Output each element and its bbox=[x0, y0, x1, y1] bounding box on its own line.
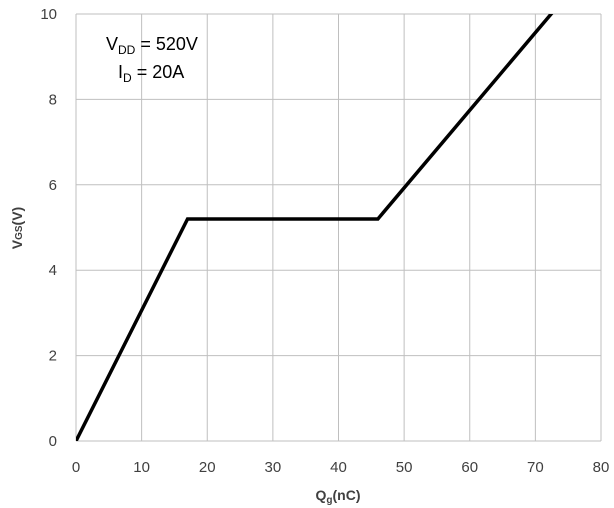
y-tick-labels: 0 2 4 6 8 10 bbox=[40, 6, 57, 450]
y-tick-label: 0 bbox=[49, 433, 57, 450]
x-tick-labels: 0 10 20 30 40 50 60 70 80 bbox=[72, 459, 610, 476]
y-tick-label: 10 bbox=[40, 6, 57, 23]
y-tick-label: 2 bbox=[49, 348, 57, 365]
x-tick-label: 50 bbox=[396, 459, 413, 476]
x-axis-title: Qg(nC) bbox=[316, 487, 361, 506]
x-tick-label: 20 bbox=[199, 459, 216, 476]
annotation-id: ID = 20A bbox=[118, 62, 184, 85]
x-tick-label: 0 bbox=[72, 459, 80, 476]
x-tick-label: 30 bbox=[265, 459, 282, 476]
series-line bbox=[76, 14, 554, 441]
annotation-vdd: VDD = 520V bbox=[106, 34, 198, 57]
x-tick-label: 70 bbox=[527, 459, 544, 476]
x-tick-label: 10 bbox=[133, 459, 150, 476]
x-tick-label: 60 bbox=[461, 459, 478, 476]
y-axis-title: VGS(V) bbox=[9, 207, 25, 249]
y-tick-label: 4 bbox=[49, 262, 57, 279]
x-tick-label: 80 bbox=[593, 459, 610, 476]
y-tick-label: 8 bbox=[49, 91, 57, 108]
y-tick-label: 6 bbox=[49, 177, 57, 194]
x-tick-label: 40 bbox=[330, 459, 347, 476]
